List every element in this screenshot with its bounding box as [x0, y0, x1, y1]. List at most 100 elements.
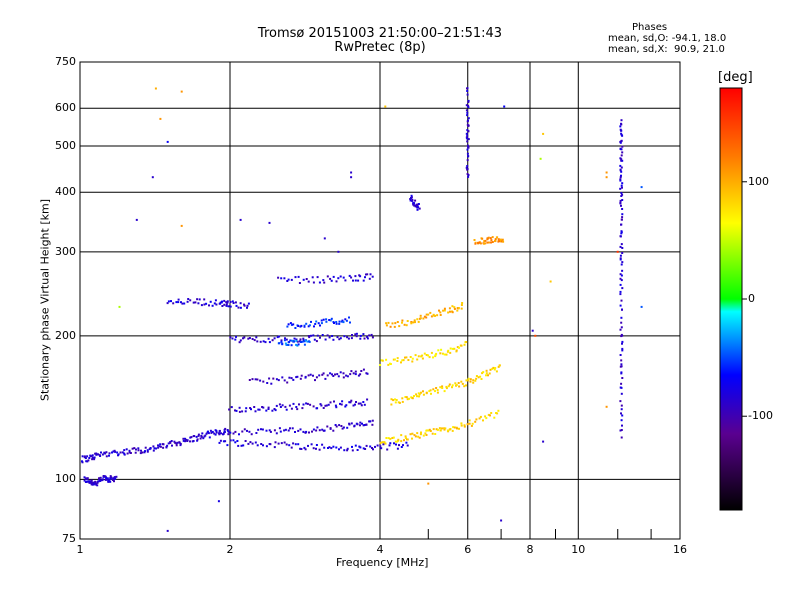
data-point [335, 406, 338, 409]
data-point [432, 356, 434, 359]
data-point [368, 277, 371, 280]
data-point [376, 444, 379, 447]
data-point [445, 387, 448, 390]
data-point [113, 480, 115, 483]
data-point [91, 481, 93, 484]
data-point [542, 440, 545, 443]
data-point [183, 302, 186, 305]
data-point [87, 459, 90, 462]
data-point [362, 401, 365, 403]
data-point [420, 391, 422, 394]
data-point [370, 333, 373, 336]
data-point [248, 337, 251, 339]
data-point [268, 341, 271, 344]
data-point [286, 381, 289, 384]
data-point [404, 435, 407, 438]
data-point [354, 373, 357, 376]
data-point [311, 430, 313, 433]
data-point [319, 324, 321, 327]
data-point [412, 321, 415, 324]
data-point [228, 408, 231, 411]
data-point [425, 316, 428, 319]
data-point [436, 314, 439, 317]
data-point [343, 449, 346, 452]
data-point [359, 424, 361, 427]
data-point [619, 125, 622, 128]
data-point [353, 424, 356, 427]
data-point [619, 164, 622, 167]
data-point [442, 309, 445, 312]
data-point [621, 377, 624, 379]
data-point [340, 425, 343, 427]
data-point [362, 279, 365, 282]
data-point [260, 428, 262, 431]
data-point [83, 476, 86, 479]
data-point [307, 325, 310, 328]
data-point [363, 403, 366, 406]
data-point [320, 322, 323, 325]
data-point [619, 254, 622, 257]
data-point [619, 187, 622, 190]
data-point [362, 333, 365, 336]
data-point [143, 451, 146, 454]
data-point [467, 101, 470, 103]
data-point [187, 298, 190, 300]
data-point [417, 355, 420, 358]
data-point [406, 438, 409, 441]
data-point [489, 368, 492, 371]
data-point [202, 437, 205, 440]
data-point [94, 452, 97, 455]
data-point [192, 440, 195, 442]
data-point [175, 444, 178, 447]
data-point [359, 275, 362, 278]
data-point [396, 357, 399, 360]
data-point [287, 344, 290, 346]
data-point [296, 408, 299, 411]
data-point [81, 455, 84, 458]
data-point [280, 277, 283, 280]
data-point [181, 302, 184, 305]
data-point [474, 242, 477, 245]
data-point [369, 420, 372, 423]
data-point [482, 371, 485, 374]
data-point [359, 337, 362, 340]
data-point [482, 419, 484, 422]
data-point [330, 279, 333, 282]
data-point [290, 323, 293, 326]
data-point [434, 390, 436, 393]
data-point [298, 403, 300, 406]
data-point [487, 413, 490, 416]
data-point [299, 428, 302, 431]
data-point [327, 403, 330, 406]
data-point [292, 378, 295, 381]
data-point [332, 338, 335, 341]
data-point [166, 302, 169, 305]
data-point [312, 334, 315, 337]
data-point [342, 372, 345, 375]
data-point [400, 361, 402, 364]
data-point [182, 439, 185, 442]
data-point [304, 375, 307, 378]
data-point [620, 223, 622, 226]
data-point [259, 340, 262, 343]
data-point [241, 430, 244, 433]
data-point [291, 427, 294, 430]
data-point [423, 352, 426, 355]
data-point [500, 519, 503, 522]
data-point [223, 299, 226, 302]
data-point [214, 299, 217, 302]
data-point [418, 436, 421, 439]
data-point [396, 447, 399, 450]
data-point [345, 404, 348, 407]
data-point [400, 434, 403, 437]
data-point [393, 442, 395, 445]
data-point [394, 398, 396, 401]
data-point [331, 335, 334, 337]
data-point [268, 221, 271, 224]
data-point [335, 280, 338, 283]
data-point [128, 449, 131, 452]
data-point [620, 274, 623, 277]
data-point [619, 176, 622, 179]
data-point [467, 155, 469, 158]
data-point [333, 322, 335, 324]
